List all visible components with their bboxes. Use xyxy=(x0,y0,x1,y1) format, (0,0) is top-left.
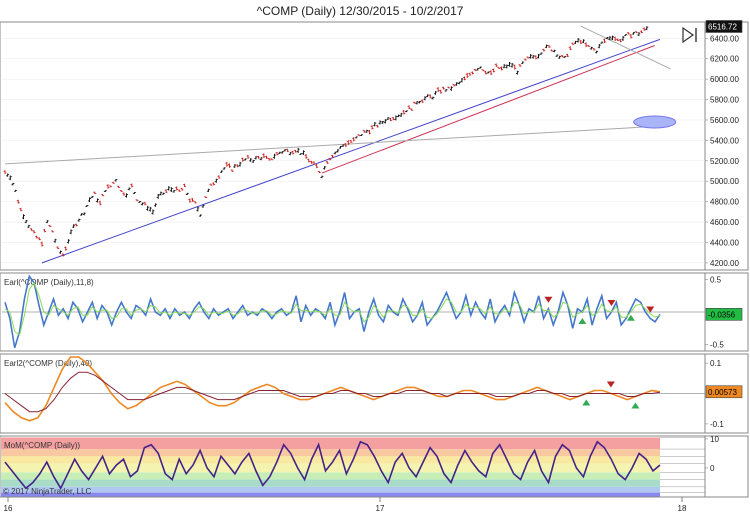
earl2-series-line xyxy=(4,371,661,413)
earl1-frame xyxy=(0,272,749,352)
sell-signal-marker xyxy=(646,306,655,313)
mom-frame xyxy=(0,435,749,498)
trendline xyxy=(321,45,655,174)
earl1-tick-label: 0.5 xyxy=(710,276,722,285)
drawing-ellipse xyxy=(633,115,677,129)
x-tick-label: 16 xyxy=(4,504,13,513)
price-tick-label: 6200.00 xyxy=(710,55,739,64)
earl2-last-value-box xyxy=(705,385,743,399)
buy-signal-marker xyxy=(626,314,635,321)
trendline xyxy=(41,38,661,264)
earl1-tick-label: -0.5 xyxy=(710,341,724,350)
sell-signal-marker xyxy=(544,296,553,303)
mom-band xyxy=(1,492,660,497)
price-tick-label: 5000.00 xyxy=(710,177,739,186)
price-panel: 6400.00 6200.00 6000.00 5800.00 5600.00 5400.… xyxy=(0,20,749,271)
price-tick-label: 5400.00 xyxy=(710,136,739,145)
earl2-panel: Earl2(^COMP (Daily),40) 0.1 -0.1 0.00573 xyxy=(0,353,749,434)
mom-band xyxy=(1,449,660,457)
chart-title: ^COMP (Daily) 12/30/2015 - 10/2/2017 xyxy=(257,4,464,18)
earl2-tick-label: -0.1 xyxy=(710,420,724,429)
x-tick-label: 18 xyxy=(678,504,687,513)
buy-signal-marker xyxy=(631,402,640,409)
earl2-tick-label: 0.1 xyxy=(710,359,722,368)
price-tick-label: 5600.00 xyxy=(710,116,739,125)
sell-signal-marker xyxy=(607,300,616,306)
mom-band xyxy=(1,463,660,473)
earl1-last-value: -0.0356 xyxy=(708,310,736,319)
mom-band xyxy=(1,456,660,464)
price-last-value: 6516.72 xyxy=(708,22,737,31)
price-tick-label: 5200.00 xyxy=(710,157,739,166)
mom-label: MoM(^COMP (Daily)) xyxy=(4,441,80,450)
mom-tick-label: 0 xyxy=(710,464,715,473)
price-tick-label: 4600.00 xyxy=(710,218,739,227)
earl1-series-line xyxy=(4,281,661,336)
earl1-label: Earl(^COMP (Daily),11,8) xyxy=(4,278,94,287)
price-tick-label: 5800.00 xyxy=(710,96,739,105)
mom-band xyxy=(1,486,660,493)
play-end-icon xyxy=(682,26,695,44)
mom-band xyxy=(1,479,660,487)
x-tick-label: 17 xyxy=(376,504,385,513)
scroll-to-end-button[interactable] xyxy=(682,26,697,44)
price-tick-label: 4200.00 xyxy=(710,259,739,268)
price-tick-label: 4400.00 xyxy=(710,238,739,247)
buy-signal-marker xyxy=(578,318,587,324)
sell-signal-marker xyxy=(606,381,615,388)
earl2-last-value: 0.00573 xyxy=(708,388,737,397)
earl2-frame xyxy=(0,353,749,434)
copyright-text: © 2017 NinjaTrader, LLC xyxy=(3,487,92,496)
earl1-panel: Earl(^COMP (Daily),11,8) 0.5 -0.5 -0.0356 xyxy=(0,272,749,352)
x-axis: 16 17 18 xyxy=(4,497,687,513)
mom-band xyxy=(1,437,660,450)
price-last-value-box xyxy=(705,20,743,33)
buy-signal-marker xyxy=(582,399,591,406)
trendline xyxy=(580,25,671,70)
earl1-last-value-box xyxy=(705,308,743,321)
price-tick-label: 6400.00 xyxy=(710,34,739,43)
mom-band xyxy=(1,472,660,480)
mom-series-line xyxy=(4,440,661,490)
price-tick-label: 6000.00 xyxy=(710,75,739,84)
earl2-label: Earl2(^COMP (Daily),40) xyxy=(4,359,92,368)
mom-panel: MoM(^COMP (Daily)) 10 0 © 2017 NinjaTrader,… xyxy=(0,435,749,498)
price-tick-label: 4800.00 xyxy=(710,198,739,207)
earl1-series-line xyxy=(4,274,661,349)
price-panel-frame xyxy=(0,21,749,271)
trendline xyxy=(4,125,661,165)
mom-tick-label: 10 xyxy=(710,435,719,444)
